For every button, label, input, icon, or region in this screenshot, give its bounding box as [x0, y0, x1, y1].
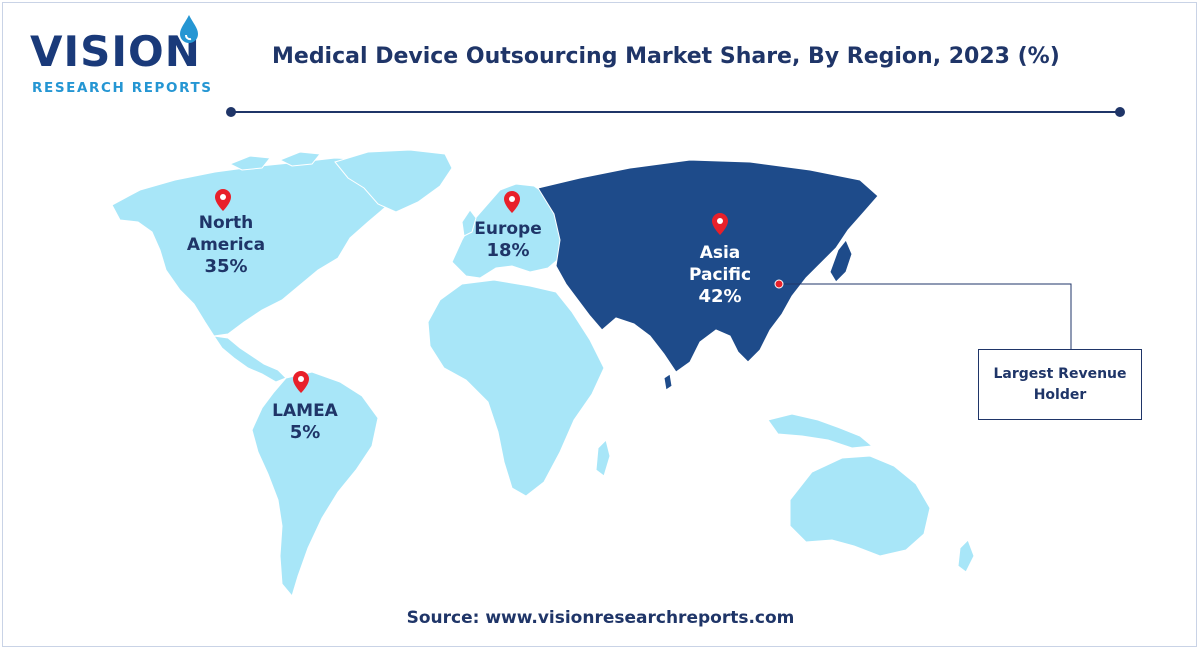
- region-australia: [789, 455, 931, 557]
- lamea-share: 5%: [289, 422, 321, 443]
- asia-pacific-name-1: Asia: [699, 243, 741, 263]
- region-uk: [461, 209, 477, 237]
- europe-share: 18%: [486, 240, 530, 261]
- label-europe: Europe 18%: [456, 218, 560, 262]
- callout-marker: [774, 279, 784, 289]
- region-new-zealand: [957, 539, 975, 573]
- region-arctic-islands: [228, 151, 321, 171]
- callout-box: Largest Revenue Holder: [978, 349, 1142, 420]
- north-america-name-1: North: [198, 213, 254, 233]
- north-america-share: 35%: [204, 256, 248, 277]
- brand-name: VISION: [30, 27, 201, 76]
- source-note: Source: www.visionresearchreports.com: [406, 608, 795, 628]
- north-america-name-2: America: [186, 235, 266, 255]
- callout-leader: [779, 283, 1072, 349]
- region-japan: [829, 239, 853, 283]
- brand-logo: VISION RESEARCH REPORTS: [30, 15, 230, 100]
- region-south-america: [251, 371, 379, 598]
- map-pin-icon: [293, 371, 309, 393]
- rule-dot-right: [1115, 107, 1125, 117]
- map-pin-icon: [504, 191, 520, 213]
- region-madagascar: [595, 439, 611, 477]
- label-asia-pacific: Asia Pacific 42%: [664, 242, 776, 308]
- callout-text: Largest Revenue Holder: [993, 365, 1127, 403]
- lamea-name: LAMEA: [272, 401, 338, 421]
- region-indonesia: [767, 413, 874, 449]
- brand-tagline: RESEARCH REPORTS: [32, 80, 213, 96]
- drop-icon: [180, 15, 198, 43]
- map-pin-icon: [712, 213, 728, 235]
- chart-title: Medical Device Outsourcing Market Share,…: [272, 44, 1060, 69]
- region-africa: [427, 279, 605, 497]
- region-asia: [537, 159, 879, 373]
- label-north-america: North America 35%: [166, 212, 286, 278]
- label-lamea: LAMEA 5%: [250, 400, 360, 444]
- rule-dot-left: [226, 107, 236, 117]
- region-greenland: [334, 149, 453, 213]
- region-sri-lanka: [663, 373, 673, 391]
- asia-pacific-name-2: Pacific: [688, 265, 752, 285]
- region-central-america: [212, 335, 287, 383]
- europe-name: Europe: [474, 219, 542, 239]
- map-pin-icon: [215, 189, 231, 211]
- asia-pacific-share: 42%: [698, 286, 742, 307]
- title-rule: [231, 111, 1120, 113]
